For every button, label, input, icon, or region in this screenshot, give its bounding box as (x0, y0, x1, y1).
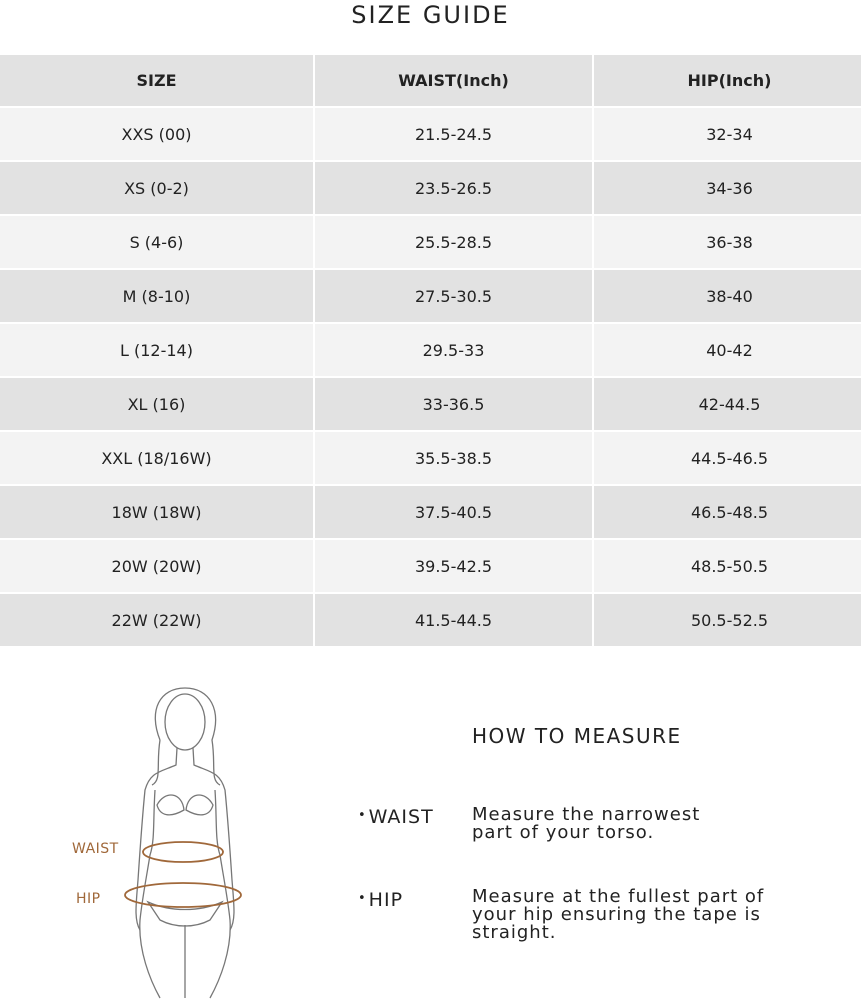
table-cell: XS (0-2) (0, 162, 313, 214)
title: SIZE GUIDE (351, 1, 510, 29)
waist-figure-label: WAIST (72, 841, 119, 857)
header-cell: SIZE (0, 55, 313, 106)
table-cell: 25.5-28.5 (315, 216, 592, 268)
table-cell: XXS (00) (0, 108, 313, 160)
table-cell: 37.5-40.5 (315, 486, 592, 538)
table-cell: 46.5-48.5 (594, 486, 861, 538)
table-cell: 27.5-30.5 (315, 270, 592, 322)
size-table: SIZE WAIST(Inch) HIP(Inch) XXS (00) 21.5-24.… (0, 55, 861, 646)
table-cell: 18W (18W) (0, 486, 313, 538)
measure-label: HIP (358, 889, 403, 911)
header-cell: HIP(Inch) (594, 55, 861, 106)
measure-label: WAIST (358, 806, 434, 828)
table-cell: 50.5-52.5 (594, 594, 861, 646)
table-cell: M (8-10) (0, 270, 313, 322)
table-cell: 36-38 (594, 216, 861, 268)
table-cell: 35.5-38.5 (315, 432, 592, 484)
table-cell: 32-34 (594, 108, 861, 160)
table-cell: 29.5-33 (315, 324, 592, 376)
measure-text: Measure the narrowest part of your torso… (472, 804, 701, 843)
table-cell: 20W (20W) (0, 540, 313, 592)
measure-title: HOW TO MEASURE (472, 724, 682, 748)
table-cell: 34-36 (594, 162, 861, 214)
table-cell: 39.5-42.5 (315, 540, 592, 592)
hip-figure-label: HIP (76, 891, 101, 907)
table-cell: XXL (18/16W) (0, 432, 313, 484)
table-cell: L (12-14) (0, 324, 313, 376)
table-cell: 48.5-50.5 (594, 540, 861, 592)
figure-illustration (124, 687, 242, 999)
table-cell: 44.5-46.5 (594, 432, 861, 484)
header-cell: WAIST(Inch) (315, 55, 592, 106)
table-cell: 38-40 (594, 270, 861, 322)
table-cell: 42-44.5 (594, 378, 861, 430)
table-cell: 22W (22W) (0, 594, 313, 646)
table-cell: 40-42 (594, 324, 861, 376)
table-cell: 41.5-44.5 (315, 594, 592, 646)
table-cell: 23.5-26.5 (315, 162, 592, 214)
table-cell: XL (16) (0, 378, 313, 430)
table-cell: 21.5-24.5 (315, 108, 592, 160)
measure-text: Measure at the fullest part of your hip … (472, 886, 765, 943)
table-cell: S (4-6) (0, 216, 313, 268)
table-cell: 33-36.5 (315, 378, 592, 430)
